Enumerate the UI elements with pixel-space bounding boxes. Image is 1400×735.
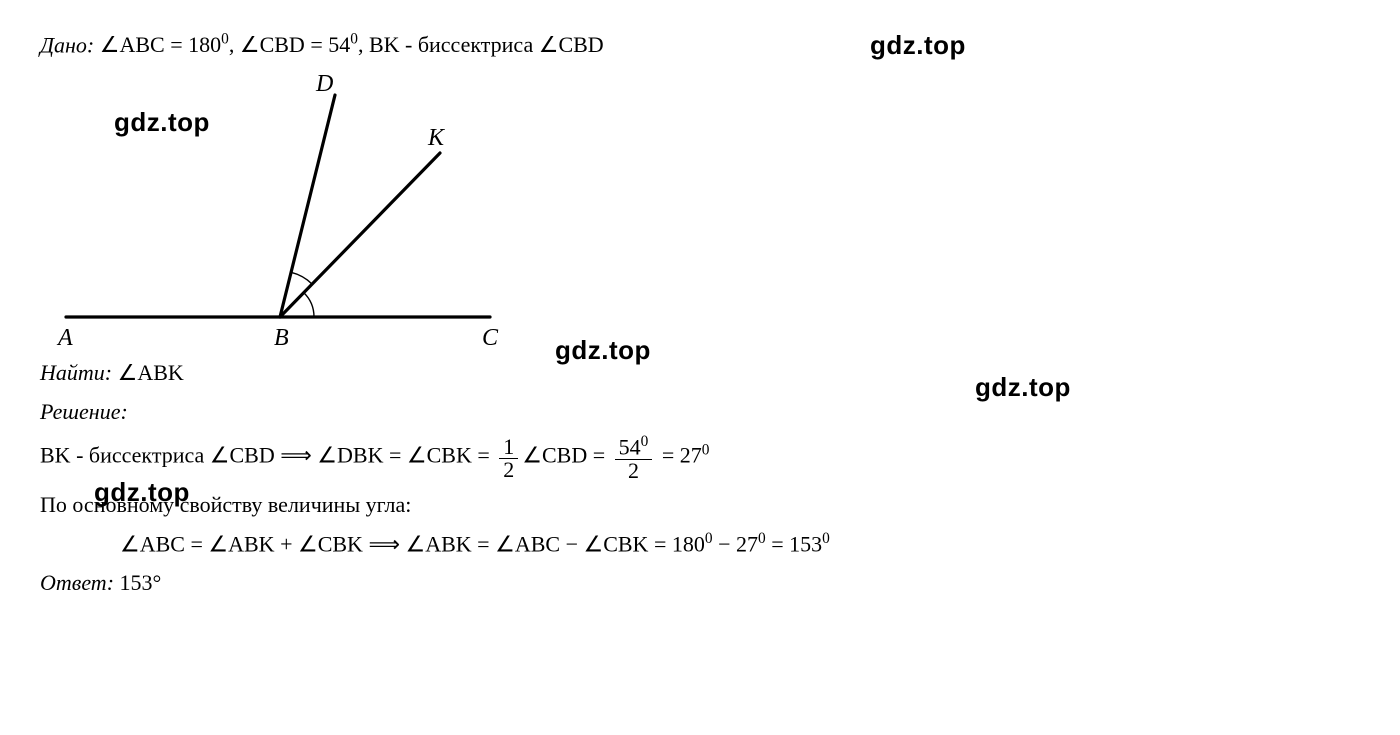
angle-cbk: ∠CBK <box>298 531 363 556</box>
num-val: 54 <box>619 435 641 460</box>
eq: = <box>648 531 671 556</box>
bk: BK <box>369 32 400 57</box>
svg-text:C: C <box>482 325 499 351</box>
val-180: 180 <box>672 531 705 556</box>
step1-line: BK - биссектриса ∠CBD ⟹ ∠DBK = ∠CBK = 12… <box>40 434 1360 481</box>
solution-label-line: Решение: <box>40 395 1360 428</box>
eq: = <box>185 531 208 556</box>
geometry-diagram: gdz.top A B C D K <box>40 67 510 352</box>
val-180: 180 <box>188 32 221 57</box>
step2-text: По основному свойству величины угла: <box>40 492 411 517</box>
val-54: 54 <box>328 32 350 57</box>
step2-line: По основному свойству величины угла: <box>40 488 1360 521</box>
minus: − <box>713 531 736 556</box>
degree-sup: 0 <box>705 530 713 547</box>
fraction-half: 12 <box>499 436 518 481</box>
angle-cbd: ∠CBD <box>522 443 587 468</box>
numerator: 540 <box>615 434 653 459</box>
page: gdz.top gdz.top gdz.top gdz.top Дано: ∠A… <box>0 0 1400 735</box>
text: - биссектриса <box>71 443 210 468</box>
given-text: ∠ABC = 1800, ∠CBD = 540, BK - биссектрис… <box>100 32 604 57</box>
denominator: 2 <box>499 459 518 481</box>
diagram-svg: A B C D K <box>40 67 510 352</box>
val-27: 27 <box>736 531 758 556</box>
implies: ⟹ <box>275 443 318 468</box>
degree-sup: 0 <box>221 31 229 48</box>
eq: = <box>587 443 610 468</box>
degree-sup: 0 <box>758 530 766 547</box>
svg-text:D: D <box>315 71 333 97</box>
angle-abc: ∠ABC <box>100 32 165 57</box>
eq: = <box>383 443 406 468</box>
svg-text:B: B <box>274 325 289 351</box>
answer-line: Ответ: 153° <box>40 566 1360 599</box>
degree-sup: 0 <box>702 442 710 459</box>
fraction-54-2: 5402 <box>615 434 653 481</box>
given-label: Дано: <box>40 32 94 57</box>
find-label: Найти: <box>40 360 112 385</box>
eq: = <box>656 443 679 468</box>
angle-cbd: ∠CBD <box>210 443 275 468</box>
angle-abk: ∠ABK <box>208 531 274 556</box>
degree-sup: 0 <box>641 433 649 450</box>
bk: BK <box>40 443 71 468</box>
angle-cbk: ∠CBK <box>583 531 648 556</box>
implies: ⟹ <box>363 531 406 556</box>
watermark: gdz.top <box>114 107 210 138</box>
answer-value: 153° <box>114 570 161 595</box>
sep: , <box>358 32 369 57</box>
find-line: Найти: ∠ABK <box>40 356 1360 389</box>
find-angle: ∠ABK <box>118 360 184 385</box>
eq: = <box>305 32 328 57</box>
degree-sup: 0 <box>350 31 358 48</box>
angle-cbk: ∠CBK <box>407 443 472 468</box>
eq: = <box>472 531 495 556</box>
svg-text:A: A <box>56 325 73 351</box>
svg-text:K: K <box>427 125 446 151</box>
angle-cbd: ∠CBD <box>240 32 305 57</box>
eq: = <box>766 531 789 556</box>
bk-text: - биссектриса <box>400 32 539 57</box>
denominator: 2 <box>615 460 653 482</box>
val-27: 27 <box>680 443 702 468</box>
angle-cbd: ∠CBD <box>539 32 604 57</box>
angle-dbk: ∠DBK <box>317 443 383 468</box>
eq: = <box>165 32 188 57</box>
angle-abc: ∠ABC <box>120 531 185 556</box>
angle-abc: ∠ABC <box>495 531 560 556</box>
degree-sup: 0 <box>822 530 830 547</box>
eq: = <box>472 443 495 468</box>
plus: + <box>275 531 298 556</box>
step3-line: ∠ABC = ∠ABK + ∠CBK ⟹ ∠ABK = ∠ABC − ∠CBK … <box>40 527 1360 560</box>
answer-label: Ответ: <box>40 570 114 595</box>
given-line: Дано: ∠ABC = 1800, ∠CBD = 540, BK - бисс… <box>40 28 1360 61</box>
numerator: 1 <box>499 436 518 459</box>
val-153: 153 <box>789 531 822 556</box>
angle-abk: ∠ABK <box>406 531 472 556</box>
minus: − <box>560 531 583 556</box>
sep: , <box>229 32 240 57</box>
solution-label: Решение: <box>40 399 128 424</box>
